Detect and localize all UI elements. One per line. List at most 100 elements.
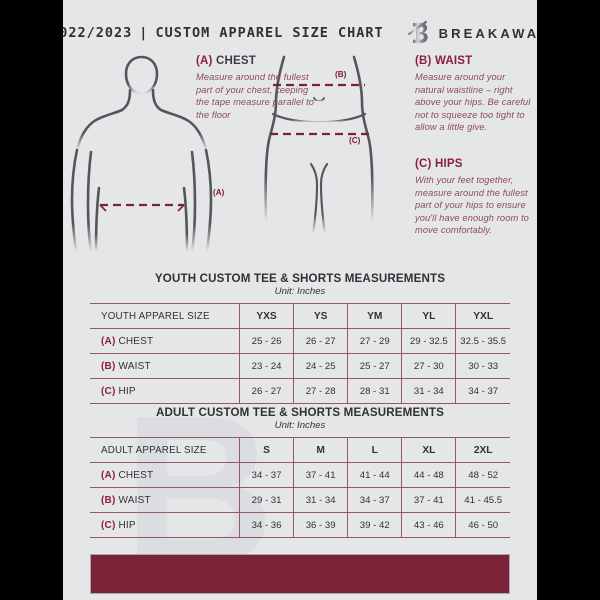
- youth-size-ys: YS: [293, 303, 349, 329]
- adult-row-label-hip: (C) HIP: [90, 512, 240, 538]
- youth-chest-name: CHEST: [118, 335, 154, 347]
- adult-hip-tag: (C): [101, 519, 116, 531]
- table-header-row: ADULT APPAREL SIZE S M L XL 2XL: [90, 437, 510, 463]
- youth-size-yxl: YXL: [455, 303, 510, 329]
- header-season: 2022/2023: [63, 25, 133, 41]
- footer-bar: [90, 554, 510, 594]
- adult-chest-s: 34 - 37: [239, 462, 295, 488]
- measurement-text-chest: Measure around the fullest part of your …: [196, 72, 315, 120]
- youth-size-yl: YL: [401, 303, 457, 329]
- adult-size-header: ADULT APPAREL SIZE: [90, 437, 240, 463]
- measurement-tag-hips: (C): [415, 158, 432, 170]
- youth-row-label-chest: (A) CHEST: [90, 328, 240, 354]
- youth-waist-name: WAIST: [118, 360, 151, 372]
- youth-chest-ym: 27 - 29: [347, 328, 403, 354]
- chest-dim-label: (A): [213, 188, 225, 197]
- upper-body-outline: [70, 55, 213, 254]
- adult-waist-tag: (B): [101, 494, 116, 506]
- adult-size-l: L: [347, 437, 403, 463]
- youth-table-block: YOUTH CUSTOM TEE & SHORTS MEASUREMENTS U…: [90, 272, 510, 404]
- waist-dim-label: (B): [335, 70, 347, 79]
- youth-row-label-waist: (B) WAIST: [90, 353, 240, 379]
- header-title: CUSTOM APPAREL SIZE CHART: [155, 25, 384, 41]
- youth-waist-ym: 25 - 27: [347, 353, 403, 379]
- measurement-tag-waist: (B): [415, 55, 432, 67]
- measurement-block-chest: (A) CHEST Measure around the fullest par…: [196, 55, 324, 121]
- figure-diagram: [70, 55, 374, 254]
- adult-chest-xl: 44 - 48: [401, 462, 457, 488]
- adult-waist-xl: 37 - 41: [401, 487, 457, 513]
- measurement-title-waist: (B) WAIST: [415, 55, 537, 67]
- adult-row-label-waist: (B) WAIST: [90, 487, 240, 513]
- brand-name: BREAKAWAY: [438, 25, 537, 41]
- measurement-tag-chest: (A): [196, 55, 213, 67]
- measurement-text-waist: Measure around your natural waistline – …: [415, 72, 531, 133]
- youth-waist-ys: 24 - 25: [293, 353, 349, 379]
- youth-chest-ys: 26 - 27: [293, 328, 349, 354]
- youth-chest-yxs: 25 - 26: [239, 328, 295, 354]
- table-row: (C) HIP 26 - 27 27 - 28 28 - 31 31 - 34 …: [90, 378, 510, 404]
- adult-hip-l: 39 - 42: [347, 512, 403, 538]
- adult-table-block: ADULT CUSTOM TEE & SHORTS MEASUREMENTS U…: [90, 406, 510, 538]
- youth-hip-name: HIP: [118, 385, 136, 397]
- adult-size-m: M: [293, 437, 349, 463]
- table-row: (B) WAIST 29 - 31 31 - 34 34 - 37 37 - 4…: [90, 487, 510, 513]
- youth-waist-yxl: 30 - 33: [455, 353, 510, 379]
- measurement-name-waist: WAIST: [434, 55, 473, 67]
- page-header: 2022/2023 | CUSTOM APPAREL SIZE CHART: [63, 17, 537, 49]
- header-separator: |: [139, 25, 149, 41]
- youth-hip-yxl: 34 - 37: [455, 378, 510, 404]
- size-chart-page: B 2022/2023|CUSTOM APPAREL SIZE CHART: [63, 0, 537, 600]
- youth-hip-yxs: 26 - 27: [239, 378, 295, 404]
- adult-size-2xl: 2XL: [455, 437, 510, 463]
- measurement-block-waist: (B) WAIST Measure around your natural wa…: [415, 55, 537, 134]
- adult-chest-m: 37 - 41: [293, 462, 349, 488]
- adult-size-xl: XL: [401, 437, 457, 463]
- adult-hip-m: 36 - 39: [293, 512, 349, 538]
- youth-hip-yl: 31 - 34: [401, 378, 457, 404]
- youth-row-label-hip: (C) HIP: [90, 378, 240, 404]
- youth-size-yxs: YXS: [239, 303, 295, 329]
- youth-hip-ys: 27 - 28: [293, 378, 349, 404]
- adult-hip-s: 34 - 36: [239, 512, 295, 538]
- youth-hip-ym: 28 - 31: [347, 378, 403, 404]
- brand-logo: BREAKAWAY: [406, 20, 537, 47]
- adult-row-label-chest: (A) CHEST: [90, 462, 240, 488]
- adult-waist-m: 31 - 34: [293, 487, 349, 513]
- youth-table-unit: Unit: Inches: [274, 286, 326, 297]
- adult-chest-tag: (A): [101, 469, 116, 481]
- youth-size-ym: YM: [347, 303, 403, 329]
- body-illustrations: (A) (B) (C) (A) CHEST Measure around the…: [63, 52, 537, 267]
- youth-waist-yl: 27 - 30: [401, 353, 457, 379]
- youth-hip-tag: (C): [101, 385, 116, 397]
- measurement-name-chest: CHEST: [215, 55, 256, 67]
- lower-body-outline: [264, 55, 374, 236]
- table-row: (A) CHEST 25 - 26 26 - 27 27 - 29 29 - 3…: [90, 328, 510, 354]
- table-row: (B) WAIST 23 - 24 24 - 25 25 - 27 27 - 3…: [90, 353, 510, 379]
- youth-size-header: YOUTH APPAREL SIZE: [90, 303, 240, 329]
- measurement-title-hips: (C) HIPS: [415, 158, 537, 170]
- adult-table-title: ADULT CUSTOM TEE & SHORTS MEASUREMENTS: [155, 406, 445, 419]
- adult-hip-name: HIP: [118, 519, 136, 531]
- breakaway-b-logo-icon: [407, 20, 428, 43]
- youth-waist-yxs: 23 - 24: [239, 353, 295, 379]
- adult-hip-2xl: 46 - 50: [455, 512, 510, 538]
- hip-dim-label: (C): [349, 136, 361, 145]
- measurement-block-hips: (C) HIPS With your feet together, measur…: [415, 158, 537, 237]
- adult-waist-name: WAIST: [118, 494, 151, 506]
- youth-chest-tag: (A): [101, 335, 116, 347]
- table-header-row: YOUTH APPAREL SIZE YXS YS YM YL YXL: [90, 303, 510, 329]
- youth-chest-yl: 29 - 32.5: [401, 328, 457, 354]
- adult-waist-s: 29 - 31: [239, 487, 295, 513]
- adult-chest-name: CHEST: [118, 469, 154, 481]
- youth-size-table: YOUTH APPAREL SIZE YXS YS YM YL YXL (A) …: [90, 303, 510, 404]
- adult-waist-2xl: 41 - 45.5: [455, 487, 510, 513]
- adult-chest-2xl: 48 - 52: [455, 462, 510, 488]
- youth-chest-yxl: 32.5 - 35.5: [455, 328, 510, 354]
- youth-table-title: YOUTH CUSTOM TEE & SHORTS MEASUREMENTS: [154, 272, 446, 285]
- youth-waist-tag: (B): [101, 360, 116, 372]
- chest-measure-line: [99, 203, 185, 212]
- adult-size-table: ADULT APPAREL SIZE S M L XL 2XL (A) CHES…: [90, 437, 510, 538]
- adult-size-s: S: [239, 437, 295, 463]
